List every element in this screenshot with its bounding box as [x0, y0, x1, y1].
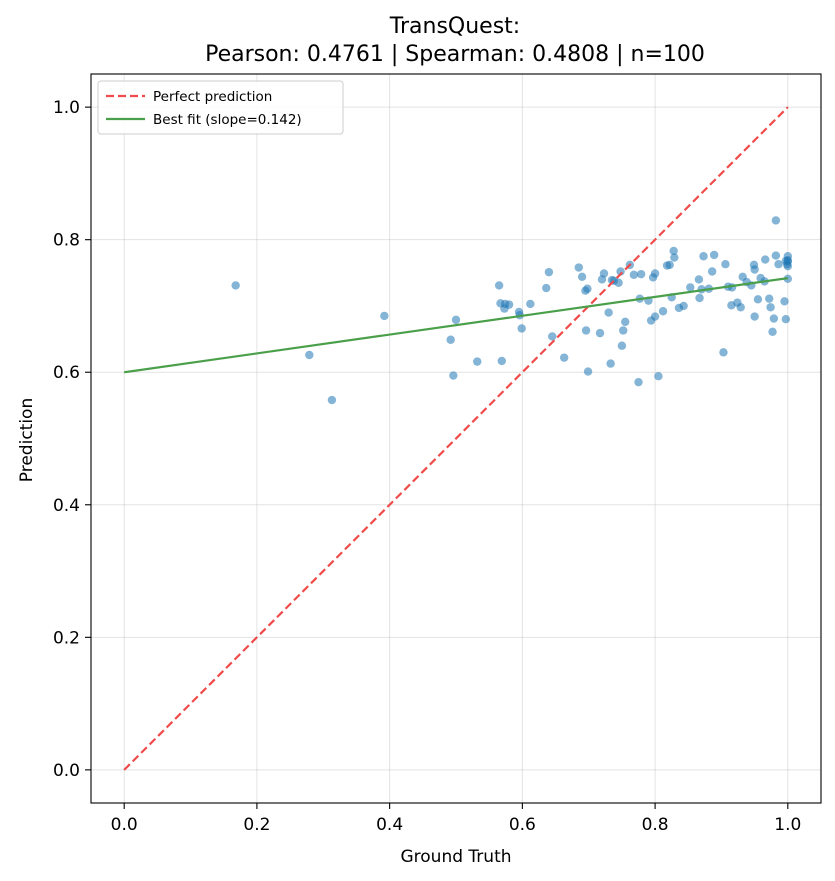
scatter-point [604, 308, 613, 317]
scatter-point [650, 312, 660, 321]
scatter-point [617, 341, 627, 350]
y-tick-label: 0.0 [53, 761, 80, 781]
grid-layer [91, 74, 821, 803]
y-tick-label: 0.8 [53, 231, 80, 251]
legend-fit-line-label: Best fit (slope=0.142) [153, 112, 302, 128]
scatter-point [542, 283, 551, 293]
y-tick-label: 0.2 [53, 628, 80, 648]
scatter-point [781, 256, 791, 266]
x-axis-label: Ground Truth [400, 847, 511, 867]
perfect-prediction-line [123, 106, 789, 771]
scatter-point [446, 335, 455, 344]
scatter-point [380, 311, 389, 321]
scatter-point [526, 299, 535, 309]
x-tick-label: 0.0 [111, 815, 138, 835]
scatter-point [517, 324, 526, 333]
x-tick-label: 0.2 [243, 815, 270, 835]
scatter-point [581, 326, 591, 335]
scatter-point [761, 255, 770, 264]
y-tick-label: 0.6 [53, 363, 80, 383]
scatter-point [750, 265, 759, 274]
scatter-point [694, 275, 704, 284]
scatter-point [658, 307, 668, 316]
scatter-point [771, 216, 781, 225]
scatter-point [750, 312, 759, 321]
lines-layer [123, 106, 789, 771]
legend-perfect-line-label: Perfect prediction [153, 89, 272, 105]
scatter-point [231, 281, 240, 290]
x-tick-label: 0.4 [376, 815, 403, 835]
scatter-point [606, 359, 615, 368]
scatter-point [686, 283, 695, 292]
scatter-point [736, 303, 745, 312]
plot-area-frame [90, 73, 822, 804]
scatter-point [634, 377, 643, 387]
scatter-point [621, 317, 630, 327]
scatter-point [449, 371, 458, 380]
scatter-point [548, 332, 557, 341]
scatter-point [577, 272, 587, 281]
scatter-point [654, 372, 663, 381]
scatter-point [707, 267, 717, 276]
x-tick-label: 0.8 [642, 815, 669, 835]
scatter-point [494, 281, 504, 290]
scatter-point [719, 348, 728, 357]
scatter-point [497, 356, 506, 366]
scatter-point [504, 300, 514, 309]
scatter-point [544, 267, 554, 277]
ticks-layer: 0.0 0.2 0.4 0.6 0.8 1.0 0.0 0.2 0.4 0.6 0.8 1.0 [53, 98, 801, 835]
scatter-point [559, 353, 569, 362]
scatter-point [774, 260, 783, 269]
legend: Perfect prediction Best fit (slope=0.142… [97, 80, 344, 135]
scatter-point [665, 260, 674, 270]
scatter-point [669, 246, 678, 256]
legend-box [97, 80, 344, 135]
scatter-point [766, 303, 775, 312]
scatter-point [765, 294, 774, 303]
scatter-point [709, 250, 719, 260]
scatter-point [636, 269, 646, 279]
scatter-point [451, 315, 461, 325]
scatter-point [679, 301, 688, 311]
points-layer [231, 216, 793, 405]
y-tick-label: 0.4 [53, 496, 80, 516]
y-tick-label: 1.0 [53, 98, 80, 118]
chart-title-line-1: TransQuest: [389, 14, 520, 39]
scatter-point [583, 284, 592, 293]
scatter-point [781, 315, 791, 324]
scatter-point [771, 251, 781, 260]
scatter-point [619, 326, 628, 335]
scatter-point [670, 253, 679, 262]
chart-title-line-2: Pearson: 0.4761 | Spearman: 0.4808 | n=1… [205, 42, 705, 67]
x-tick-label: 0.6 [509, 815, 536, 835]
scatter-point [574, 263, 583, 272]
scatter-point [768, 327, 777, 337]
scatter-point [629, 270, 639, 280]
scatter-point [756, 273, 765, 283]
scatter-point [780, 297, 789, 306]
scatter-point [473, 357, 482, 366]
scatter-point [650, 269, 660, 278]
scatter-point [583, 367, 593, 376]
best-fit-line [124, 277, 788, 374]
scatter-point [695, 293, 704, 303]
y-axis-label: Prediction [17, 398, 37, 482]
scatter-point [599, 269, 609, 278]
scatter-point [699, 252, 708, 261]
scatter-point [721, 260, 730, 269]
scatter-point [769, 314, 779, 323]
x-tick-label: 1.0 [774, 815, 801, 835]
scatter-point [305, 350, 314, 360]
scatter-point [753, 295, 763, 304]
scatter-point [327, 395, 337, 405]
scatter-point [595, 328, 605, 338]
